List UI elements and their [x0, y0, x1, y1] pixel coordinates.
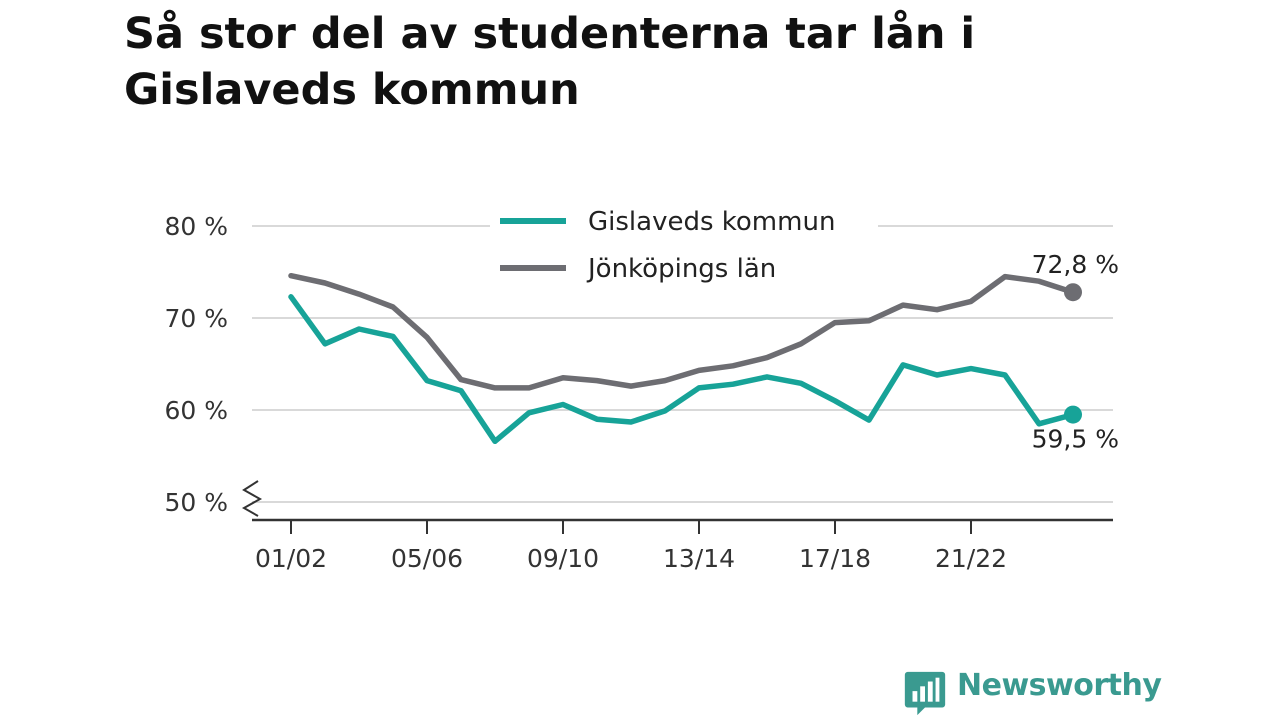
y-tick-label: 80 % [164, 212, 228, 241]
series-line-1 [288, 272, 1076, 391]
legend: Gislaveds kommun Jönköpings län [490, 200, 878, 292]
legend-label: Gislaveds kommun [588, 207, 835, 237]
legend-box [490, 200, 878, 292]
x-axis: 01/02 05/06 09/10 13/14 17/18 21/22 [241, 480, 1113, 573]
legend-label: Jönköpings län [586, 254, 776, 284]
end-label-0: 59,5 % [1032, 425, 1119, 454]
x-tick-label: 21/22 [935, 544, 1007, 573]
series-line-0 [288, 294, 1076, 445]
series-lines: 59,5 % 72,8 % [288, 250, 1119, 454]
end-point-0 [1064, 405, 1082, 424]
y-tick-label: 50 % [164, 488, 228, 517]
x-tick-label: 09/10 [527, 544, 599, 573]
end-label-1: 72,8 % [1032, 250, 1119, 279]
y-tick-label: 70 % [164, 304, 228, 333]
axis-break-icon [241, 480, 263, 517]
y-tick-label: 60 % [164, 396, 228, 425]
chart-title: Så stor del av studenterna tar lån i Gis… [124, 9, 976, 115]
x-tick-label: 13/14 [663, 544, 735, 573]
x-tick-label: 17/18 [799, 544, 871, 573]
x-tick-label: 01/02 [255, 544, 327, 573]
x-tick-label: 05/06 [391, 544, 463, 573]
end-point-1 [1064, 283, 1082, 302]
y-axis-ticks: 50 % 60 % 70 % 80 % [164, 212, 228, 517]
newsworthy-logo-icon [904, 671, 946, 716]
brand-name: Newsworthy [957, 668, 1162, 703]
